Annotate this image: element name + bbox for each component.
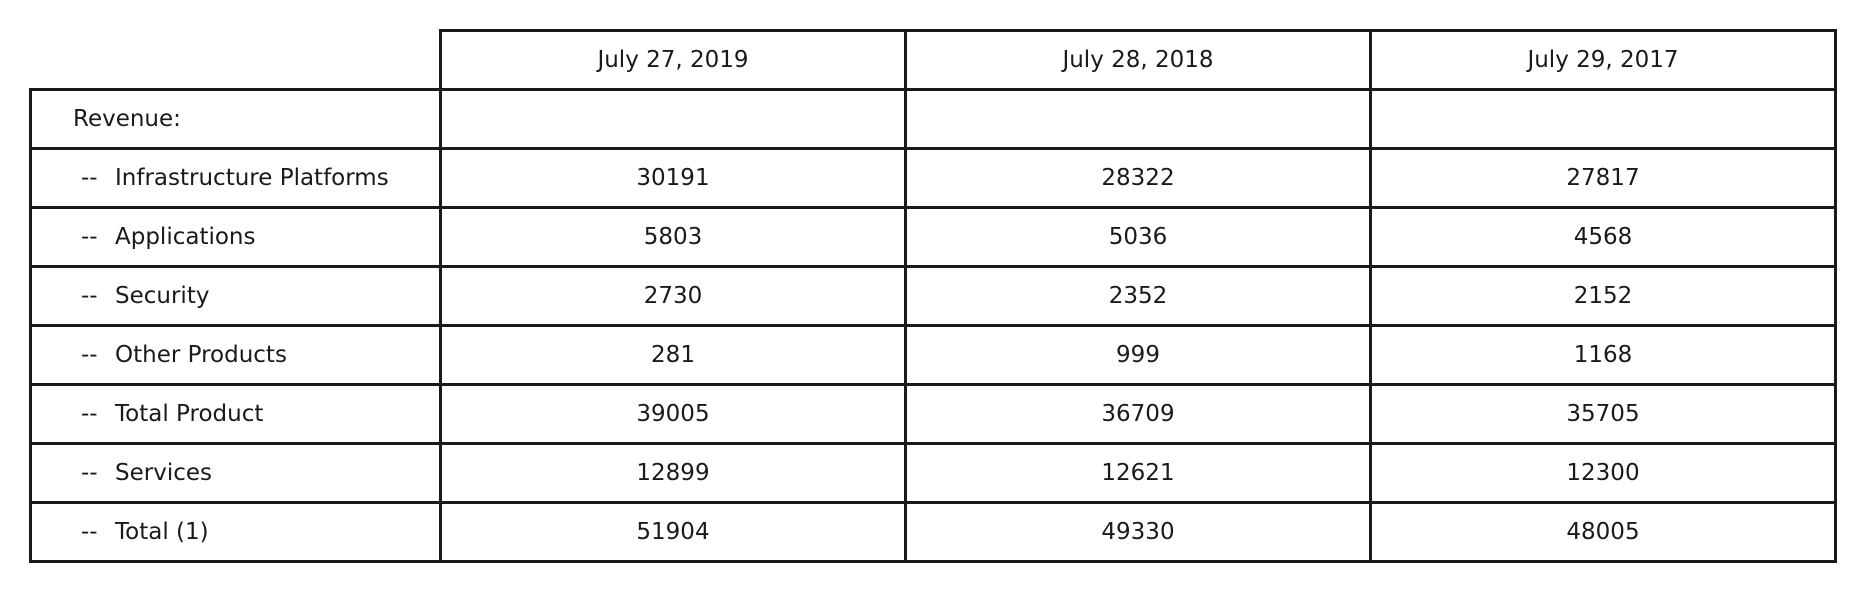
row-label: -- Security <box>29 265 442 327</box>
revenue-table: July 27, 2019 July 28, 2018 July 29, 201… <box>29 29 1837 563</box>
row-prefix: -- <box>81 224 98 250</box>
table-cell: 30191 <box>439 147 907 209</box>
table-row: -- Security 2730 2352 2152 <box>29 265 1837 327</box>
table-cell: 12300 <box>1369 442 1837 504</box>
row-label: -- Infrastructure Platforms <box>29 147 442 209</box>
row-prefix: -- <box>81 460 98 486</box>
table-cell: 2152 <box>1369 265 1837 327</box>
table-cell: 2352 <box>904 265 1372 327</box>
row-label-text: Applications <box>115 224 256 250</box>
row-label: -- Services <box>29 442 442 504</box>
table-row: -- Applications 5803 5036 4568 <box>29 206 1837 268</box>
table-cell: 1168 <box>1369 324 1837 386</box>
table-cell: 281 <box>439 324 907 386</box>
table-cell: 51904 <box>439 501 907 563</box>
column-header: July 29, 2017 <box>1369 29 1837 91</box>
table-cell: 2730 <box>439 265 907 327</box>
table-row: -- Other Products 281 999 1168 <box>29 324 1837 386</box>
table-row: -- Total (1) 51904 49330 48005 <box>29 501 1837 563</box>
table-cell: 12621 <box>904 442 1372 504</box>
row-label: -- Applications <box>29 206 442 268</box>
row-label-text: Infrastructure Platforms <box>115 165 389 191</box>
section-row: Revenue: <box>29 88 1837 150</box>
column-header: July 28, 2018 <box>904 29 1372 91</box>
table-cell: 5036 <box>904 206 1372 268</box>
table-cell: 4568 <box>1369 206 1837 268</box>
row-label: -- Other Products <box>29 324 442 386</box>
table-cell: 49330 <box>904 501 1372 563</box>
table-row: -- Infrastructure Platforms 30191 28322 2… <box>29 147 1837 209</box>
table-cell: 27817 <box>1369 147 1837 209</box>
row-label-text: Services <box>115 460 212 486</box>
revenue-table-container: July 27, 2019 July 28, 2018 July 29, 201… <box>29 29 1837 563</box>
table-row: -- Total Product 39005 36709 35705 <box>29 383 1837 445</box>
corner-cell <box>30 30 442 91</box>
row-prefix: -- <box>81 342 98 368</box>
row-prefix: -- <box>81 519 98 545</box>
table-cell <box>1369 88 1837 150</box>
table-cell: 36709 <box>904 383 1372 445</box>
table-cell: 999 <box>904 324 1372 386</box>
table-cell: 28322 <box>904 147 1372 209</box>
row-prefix: -- <box>81 165 98 191</box>
table-cell: 48005 <box>1369 501 1837 563</box>
row-label: -- Total (1) <box>29 501 442 563</box>
row-label-text: Security <box>115 283 210 309</box>
table-row: -- Services 12899 12621 12300 <box>29 442 1837 504</box>
table-cell <box>904 88 1372 150</box>
table-cell: 35705 <box>1369 383 1837 445</box>
row-label: -- Total Product <box>29 383 442 445</box>
header-row: July 27, 2019 July 28, 2018 July 29, 201… <box>30 29 1837 91</box>
table-cell: 39005 <box>439 383 907 445</box>
row-label-text: Total (1) <box>115 519 209 545</box>
table-cell: 5803 <box>439 206 907 268</box>
row-label-text: Total Product <box>115 401 264 427</box>
table-cell: 12899 <box>439 442 907 504</box>
row-prefix: -- <box>81 283 98 309</box>
section-label: Revenue: <box>29 88 442 150</box>
table-cell <box>439 88 907 150</box>
row-prefix: -- <box>81 401 98 427</box>
row-label-text: Other Products <box>115 342 287 368</box>
column-header: July 27, 2019 <box>439 29 907 91</box>
